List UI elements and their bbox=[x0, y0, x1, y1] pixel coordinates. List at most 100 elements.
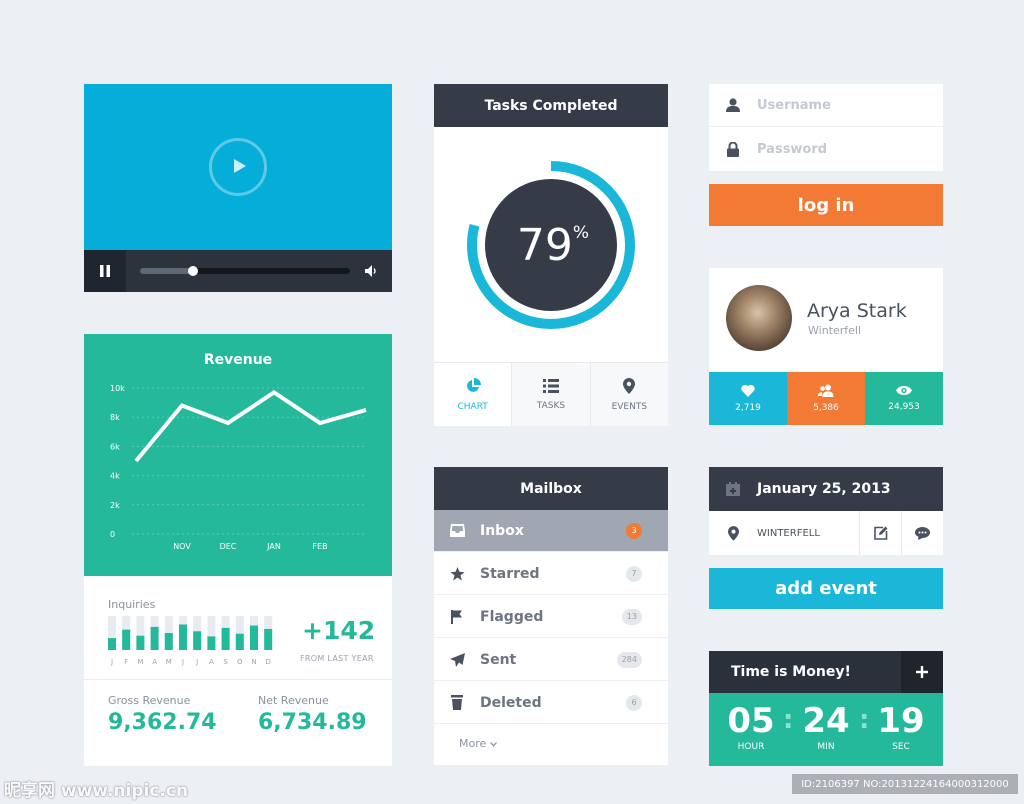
chevron-down-icon bbox=[489, 742, 497, 747]
mailbox-item-sent[interactable]: Sent 284 bbox=[434, 639, 668, 681]
tab-chart-label: CHART bbox=[457, 401, 488, 412]
inquiry-month-label: F bbox=[124, 658, 128, 666]
inquiry-bar-track bbox=[235, 616, 244, 650]
pie-chart-icon bbox=[466, 377, 481, 392]
inquiry-bar bbox=[136, 635, 145, 650]
x-tick-label: JAN bbox=[266, 542, 281, 551]
x-tick-label: DEC bbox=[220, 542, 237, 551]
followers-count: 5,386 bbox=[813, 403, 839, 413]
more-link[interactable]: More bbox=[459, 737, 497, 750]
inquiry-month-label: J bbox=[195, 658, 198, 666]
username-field[interactable]: Username bbox=[709, 84, 943, 127]
username-placeholder: Username bbox=[757, 97, 831, 113]
video-progress-handle[interactable] bbox=[187, 266, 198, 276]
countdown: 05 HOUR : 24 MIN : 19 SEC bbox=[709, 693, 943, 766]
mailbox-item-label: Sent bbox=[480, 651, 517, 668]
tasks-title: Tasks Completed bbox=[434, 84, 668, 127]
login-button[interactable]: log in bbox=[709, 184, 943, 226]
event-date: January 25, 2013 bbox=[757, 481, 891, 497]
tab-chart[interactable]: CHART bbox=[434, 363, 512, 426]
y-tick-label: 10k bbox=[110, 384, 125, 393]
likes-stat[interactable]: 2,719 bbox=[709, 372, 787, 425]
list-icon bbox=[542, 378, 559, 393]
inquiry-bar bbox=[207, 636, 216, 650]
send-icon bbox=[449, 652, 465, 667]
star-icon bbox=[450, 566, 464, 580]
calendar-icon bbox=[726, 482, 740, 496]
tab-events[interactable]: EVENTS bbox=[589, 363, 668, 426]
play-icon bbox=[234, 159, 246, 173]
profile-name: Arya Stark bbox=[807, 300, 907, 322]
heart-icon bbox=[741, 384, 755, 397]
add-timer-button[interactable] bbox=[901, 651, 943, 693]
tab-events-label: EVENTS bbox=[611, 401, 648, 412]
profile-card: Arya Stark Winterfell 2,719 5,386 24,953 bbox=[709, 268, 943, 425]
seconds-label: SEC bbox=[892, 742, 910, 752]
edit-icon bbox=[873, 526, 887, 540]
mailbox-item-flagged[interactable]: Flagged 13 bbox=[434, 596, 668, 638]
event-location: WINTERFELL bbox=[757, 527, 820, 539]
views-stat[interactable]: 24,953 bbox=[865, 372, 943, 425]
avatar[interactable] bbox=[726, 285, 792, 351]
divider bbox=[84, 679, 392, 680]
gross-revenue-label: Gross Revenue bbox=[108, 694, 191, 707]
event-card: January 25, 2013 WINTERFELL bbox=[709, 467, 943, 555]
event-details: WINTERFELL bbox=[709, 511, 943, 555]
password-field[interactable]: Password bbox=[709, 128, 943, 171]
donut-center bbox=[485, 179, 617, 311]
inquiry-month-label: M bbox=[166, 658, 172, 666]
gross-revenue-value: 9,362.74 bbox=[108, 710, 217, 735]
add-event-button[interactable]: add event bbox=[709, 568, 943, 609]
y-tick-label: 2k bbox=[110, 501, 120, 510]
play-button[interactable] bbox=[209, 138, 267, 196]
volume-icon[interactable] bbox=[364, 264, 378, 278]
tasks-percent: 79% bbox=[510, 220, 596, 271]
minutes-label: MIN bbox=[817, 742, 835, 752]
mailbox-item-inbox[interactable]: Inbox 3 bbox=[434, 510, 668, 552]
countdown-seconds: 19 bbox=[877, 701, 925, 741]
mailbox-item-deleted[interactable]: Deleted 6 bbox=[434, 682, 668, 724]
inquiry-bar bbox=[164, 633, 173, 650]
login-form: Username Password bbox=[709, 84, 943, 171]
percent-sign: % bbox=[572, 223, 590, 243]
inquiry-bar bbox=[122, 629, 131, 650]
mailbox-count-badge: 6 bbox=[626, 694, 642, 711]
mailbox-count-badge: 3 bbox=[626, 522, 642, 539]
y-tick-label: 6k bbox=[110, 442, 120, 451]
views-count: 24,953 bbox=[888, 402, 920, 412]
inquiry-bar bbox=[250, 625, 258, 650]
video-player bbox=[84, 84, 392, 292]
timer-header: Time is Money! bbox=[709, 651, 943, 693]
mailbox-item-label: Starred bbox=[480, 565, 540, 582]
hours-label: HOUR bbox=[737, 742, 765, 752]
mailbox-item-label: Inbox bbox=[480, 522, 524, 539]
followers-stat[interactable]: 5,386 bbox=[787, 372, 865, 425]
video-screen[interactable] bbox=[84, 84, 392, 250]
inquiry-month-label: O bbox=[237, 658, 243, 666]
watermark-id: ID:2106397 NO:20131224164000312000 bbox=[792, 774, 1018, 794]
revenue-series-line bbox=[134, 389, 367, 463]
inquiry-bar bbox=[108, 638, 116, 650]
inquiry-month-label: A bbox=[209, 658, 214, 666]
inquiries-change: +142 bbox=[302, 616, 376, 645]
mailbox-card: Mailbox Inbox 3 Starred 7 Flagged 13 Sen… bbox=[434, 467, 668, 765]
mailbox-item-starred[interactable]: Starred 7 bbox=[434, 553, 668, 595]
video-progress-track[interactable] bbox=[140, 266, 350, 276]
x-tick-label: NOV bbox=[173, 542, 191, 551]
revenue-chart-area: Revenue 10k 8k 6k 4k 2k 0 NOV DEC JAN FEB bbox=[84, 334, 392, 576]
inquiry-month-label: J bbox=[181, 658, 184, 666]
inquiry-bar-track bbox=[136, 616, 145, 650]
countdown-minutes: 24 bbox=[802, 701, 850, 741]
net-revenue-value: 6,734.89 bbox=[258, 710, 367, 735]
inquiry-bar bbox=[235, 633, 244, 650]
y-tick-label: 4k bbox=[110, 472, 120, 481]
tab-tasks[interactable]: TASKS bbox=[511, 363, 590, 426]
profile-stats: 2,719 5,386 24,953 bbox=[709, 372, 943, 425]
inquiry-bar bbox=[179, 624, 187, 650]
edit-event-button[interactable] bbox=[859, 511, 901, 555]
pause-button[interactable] bbox=[84, 250, 126, 292]
comment-event-button[interactable] bbox=[901, 511, 943, 555]
map-pin-icon bbox=[623, 377, 636, 394]
donut-progress-arc bbox=[467, 161, 635, 329]
tasks-percent-value: 79 bbox=[516, 220, 573, 271]
